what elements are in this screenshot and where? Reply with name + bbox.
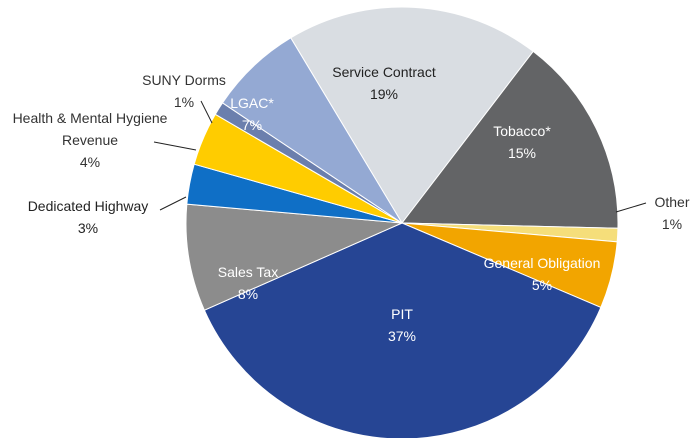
category-label: Other [654, 194, 690, 210]
slice-label: Health & Mental Hygiene Revenue 4% [10, 107, 170, 173]
value-label: 19% [369, 86, 399, 102]
value-label: 3% [77, 220, 99, 236]
category-label: Sales Tax [217, 264, 279, 280]
slice-label: General Obligation 5% [462, 252, 622, 296]
leader-line [615, 202, 647, 213]
category-label: SUNY Dorms [142, 72, 226, 88]
slice-label: SUNY Dorms 1% [128, 69, 240, 113]
value-label: 7% [241, 117, 263, 133]
value-label: 8% [237, 286, 259, 302]
value-label: 1% [173, 94, 195, 110]
slice-label: Sales Tax 8% [188, 261, 308, 305]
value-label: 4% [79, 154, 101, 170]
slice-label: Other 1% [644, 191, 696, 235]
pie-slice [290, 6, 534, 224]
category-label: General Obligation [483, 255, 601, 271]
slice-label: Service Contract 19% [304, 61, 464, 105]
value-label: 37% [387, 328, 417, 344]
slice-label: PIT 37% [332, 303, 472, 347]
category-label: LGAC* [230, 95, 274, 111]
pie-slice [401, 50, 619, 229]
pie-slice [185, 203, 403, 311]
category-label: Health & Mental Hygiene Revenue [12, 110, 168, 148]
category-label: Service Contract [332, 64, 436, 80]
category-label: PIT [391, 306, 413, 322]
category-label: Tobacco* [493, 123, 551, 139]
pie-slice [203, 222, 602, 438]
value-label: 15% [507, 145, 537, 161]
leader-line [200, 100, 213, 124]
slice-label: Dedicated Highway 3% [8, 195, 168, 239]
pie-slice [221, 37, 403, 224]
leader-line [159, 196, 187, 211]
value-label: 1% [661, 216, 683, 232]
slice-label: Tobacco* 15% [452, 120, 592, 164]
value-label: 5% [531, 277, 553, 293]
category-label: Dedicated Highway [27, 198, 149, 214]
slice-label: LGAC* 7% [212, 92, 292, 136]
leader-line [153, 141, 197, 151]
